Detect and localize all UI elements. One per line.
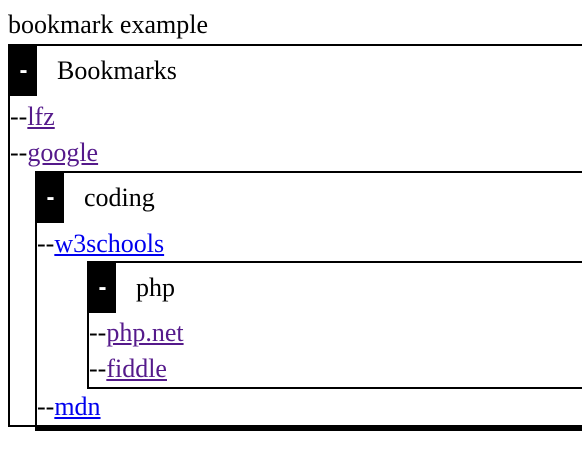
bookmark-item-php-net: --php.net (89, 317, 184, 349)
bookmark-item-google: --google (10, 137, 98, 169)
bookmark-link-fiddle[interactable]: fiddle (106, 354, 167, 383)
page-title: bookmark example (8, 9, 208, 41)
item-prefix: -- (37, 229, 54, 258)
bookmark-item-fiddle: --fiddle (89, 353, 167, 385)
bookmark-item-lfz: --lfz (10, 101, 55, 133)
folder-bookmarks: - Bookmarks --lfz --google - coding --w3… (8, 44, 582, 427)
folder-name-bookmarks: Bookmarks (57, 55, 177, 87)
folder-coding: - coding --w3schools - php --php.net --f… (35, 171, 582, 431)
collapse-toggle-bookmarks[interactable]: - (10, 46, 37, 96)
bookmark-link-google[interactable]: google (27, 138, 98, 167)
bookmark-item-mdn: --mdn (37, 391, 101, 423)
item-prefix: -- (10, 102, 27, 131)
collapse-toggle-coding[interactable]: - (37, 173, 64, 223)
collapse-toggle-php[interactable]: - (89, 263, 116, 313)
item-prefix: -- (89, 354, 106, 383)
folder-name-coding: coding (84, 182, 155, 214)
item-prefix: -- (37, 392, 54, 421)
bookmark-link-w3schools[interactable]: w3schools (54, 229, 164, 258)
bookmark-link-lfz[interactable]: lfz (27, 102, 54, 131)
folder-php: - php --php.net --fiddle (87, 261, 582, 389)
item-prefix: -- (10, 138, 27, 167)
folder-name-php: php (136, 272, 175, 304)
bookmark-link-mdn[interactable]: mdn (54, 392, 100, 421)
bookmark-link-php-net[interactable]: php.net (106, 318, 183, 347)
item-prefix: -- (89, 318, 106, 347)
bookmark-item-w3schools: --w3schools (37, 228, 164, 260)
